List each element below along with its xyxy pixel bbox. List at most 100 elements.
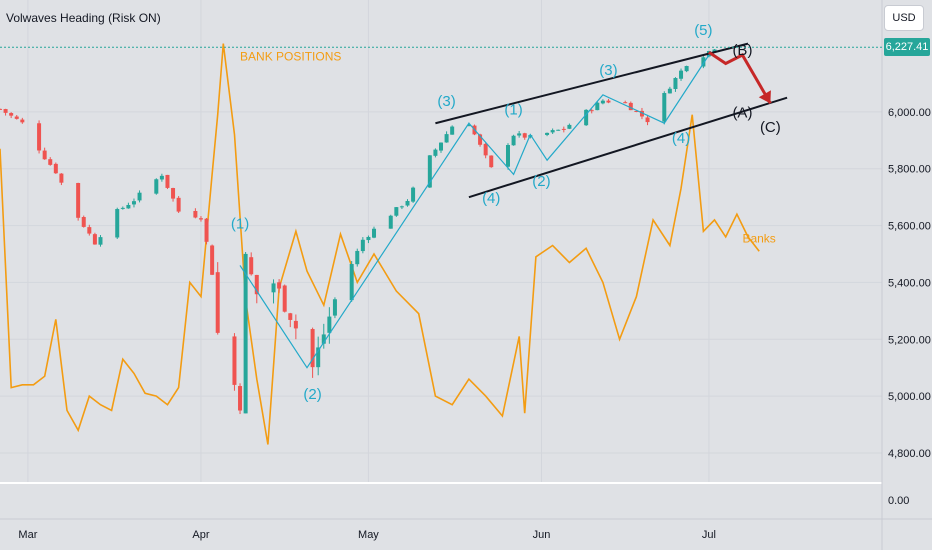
candle-body — [288, 313, 293, 320]
candle-body — [9, 113, 14, 116]
elliott-wave-path[interactable] — [239, 54, 710, 369]
candle-body — [14, 116, 19, 119]
candle-body — [293, 320, 298, 329]
channel-line[interactable] — [435, 42, 749, 125]
candle-body — [545, 132, 550, 135]
candle-body — [634, 110, 639, 112]
annotation-label: (3) — [437, 93, 455, 110]
candle-body — [92, 234, 97, 245]
projection-arrowhead — [758, 90, 771, 104]
candle-body — [528, 135, 533, 138]
currency-button[interactable]: USD — [884, 5, 924, 31]
lower-pane-tick: 0.00 — [888, 495, 909, 507]
candle-body — [450, 126, 455, 135]
candle-body — [444, 134, 449, 143]
candle-body — [254, 274, 259, 295]
drawings-layer — [239, 42, 788, 369]
candle-body — [3, 109, 8, 113]
candle-body — [215, 272, 220, 333]
candles-layer — [0, 49, 717, 415]
candle-body — [48, 159, 53, 165]
candle-body — [120, 207, 125, 209]
annotation-label: (C) — [760, 119, 781, 136]
candle-body — [399, 206, 404, 208]
channel-line[interactable] — [468, 96, 788, 199]
annotation-label: (A) — [732, 105, 752, 122]
candle-body — [154, 179, 159, 194]
y-tick-label: 5,600.00 — [888, 221, 931, 233]
candle-body — [483, 143, 488, 156]
candle-body — [489, 155, 494, 168]
candle-body — [277, 282, 282, 289]
annotation-label: (5) — [694, 22, 712, 39]
candle-body — [98, 237, 103, 245]
annotation-label: (1) — [504, 102, 522, 119]
annotation-label: (2) — [532, 173, 550, 190]
candle-body — [584, 109, 589, 126]
candle-body — [701, 57, 706, 67]
candle-body — [243, 253, 248, 414]
candle-body — [126, 204, 131, 209]
candle-body — [394, 207, 399, 216]
x-tick-label: Mar — [18, 529, 37, 541]
candle-body — [600, 100, 605, 104]
y-tick-label: 5,200.00 — [888, 334, 931, 346]
candle-body — [165, 174, 170, 188]
candle-body — [131, 201, 136, 205]
time-axis[interactable]: Mar Apr May Jun Jul — [18, 529, 716, 541]
candle-body — [137, 192, 142, 201]
candle-body — [405, 200, 410, 206]
candle-body — [159, 175, 164, 180]
candle-body — [550, 130, 555, 133]
candle-body — [427, 155, 432, 188]
candle-body — [556, 129, 561, 131]
annotation-label: (B) — [732, 42, 752, 59]
candle-body — [684, 66, 689, 72]
candle-body — [115, 209, 120, 238]
candle-body — [366, 236, 371, 241]
candle-body — [628, 102, 633, 111]
x-tick-label: Jun — [533, 529, 551, 541]
candle-body — [522, 133, 527, 138]
y-tick-label: 6,000.00 — [888, 107, 931, 119]
candle-body — [87, 227, 92, 234]
candle-body — [673, 78, 678, 89]
candle-body — [466, 125, 471, 127]
candle-body — [53, 163, 58, 174]
candle-body — [595, 102, 600, 111]
candle-body — [176, 197, 181, 212]
candle-body — [193, 210, 198, 218]
correction-projection[interactable] — [708, 50, 772, 105]
candle-body — [505, 145, 510, 167]
candle-body — [623, 102, 628, 104]
annotation-label: (3) — [599, 62, 617, 79]
candle-body — [204, 218, 209, 242]
price-axis[interactable]: 6,000.00 5,800.00 5,600.00 5,400.00 5,200.00… — [888, 107, 931, 507]
candle-body — [37, 123, 42, 151]
candle-body — [76, 182, 81, 218]
annotation-label: (4) — [672, 130, 690, 147]
candle-body — [349, 263, 354, 301]
candle-body — [210, 245, 215, 275]
x-tick-label: Apr — [192, 529, 209, 541]
candle-body — [59, 173, 64, 183]
candle-body — [0, 108, 2, 110]
candle-body — [411, 187, 416, 202]
candle-body — [639, 110, 644, 117]
candle-body — [388, 215, 393, 229]
candle-body — [667, 88, 672, 94]
candle-body — [42, 150, 47, 160]
candle-body — [712, 49, 717, 52]
candle-body — [478, 134, 483, 145]
candle-body — [439, 142, 443, 151]
y-tick-label: 5,800.00 — [888, 164, 931, 176]
annotation-label: Banks — [742, 232, 775, 246]
annotation-label: BANK POSITIONS — [240, 50, 341, 64]
candle-body — [360, 239, 365, 252]
y-tick-label: 5,400.00 — [888, 277, 931, 289]
candle-body — [20, 119, 25, 123]
last-price-tag: 6,227.41 — [884, 38, 930, 57]
y-tick-label: 5,000.00 — [888, 391, 931, 403]
